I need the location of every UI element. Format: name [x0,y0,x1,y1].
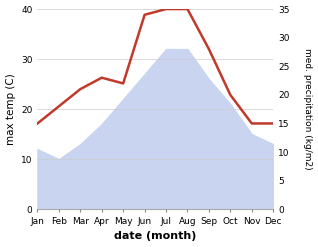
Y-axis label: max temp (C): max temp (C) [5,73,16,145]
X-axis label: date (month): date (month) [114,231,197,242]
Y-axis label: med. precipitation (kg/m2): med. precipitation (kg/m2) [303,48,313,170]
